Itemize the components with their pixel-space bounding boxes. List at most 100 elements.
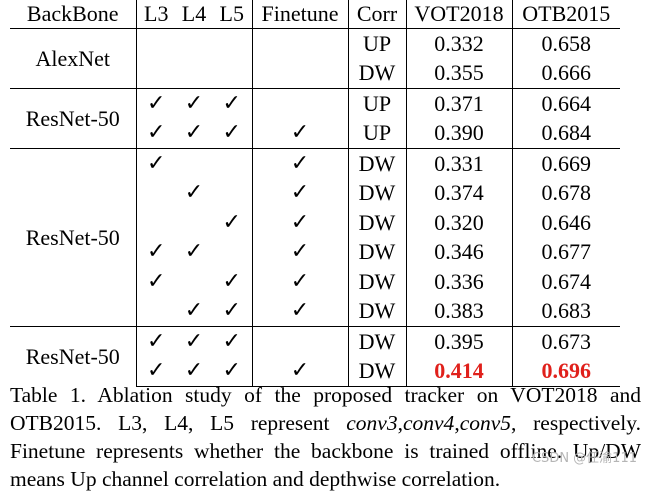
l5-check-cell	[212, 28, 253, 59]
l3-check-cell: ✓	[136, 88, 176, 119]
caption-sep-2: ,	[454, 411, 460, 435]
otb2015-cell: 0.646	[541, 209, 592, 235]
l3-check-cell	[136, 297, 176, 327]
vot2018-cell: 0.346	[406, 237, 513, 267]
l5-check-cell: ✓	[212, 88, 253, 119]
vot2018-cell: 0.331	[406, 148, 513, 179]
caption-text-1: Table 1. Ablation study of the proposed …	[10, 383, 641, 435]
corr-cell: DW	[348, 267, 407, 297]
otb2015-cell: 0.678	[541, 180, 592, 206]
corr-cell: UP	[348, 28, 407, 59]
vot2018-cell: 0.390	[406, 118, 513, 149]
table-header: BackBone L3 L4 L5 Finetune Corr VOT2018 …	[10, 0, 620, 29]
l3-check-cell: ✓	[136, 148, 176, 179]
corr-cell: DW	[348, 356, 407, 387]
otb2015-cell: 0.673	[512, 326, 620, 357]
vot2018-cell: 0.383	[406, 296, 513, 327]
corr-cell: DW	[348, 148, 407, 179]
header-l4: L4	[176, 0, 212, 29]
otb2015-cell: 0.666	[541, 60, 592, 86]
l5-check-cell: ✓	[212, 118, 253, 149]
otb2015-cell: 0.664	[512, 88, 620, 119]
finetune-check-cell: ✓	[252, 178, 349, 208]
l4-check-cell	[176, 267, 212, 297]
l3-check-cell	[136, 28, 176, 59]
header-l5: L5	[212, 0, 253, 29]
l3-check-cell: ✓	[136, 356, 176, 387]
table-row: ResNet-50 ✓ ✓ ✓ DW 0.395 0.673	[10, 326, 620, 387]
table-group: ResNet-50 ✓ ✓ DW 0.331 0.669 ✓ ✓ DW 0.374 0.678 ✓ ✓ D…	[10, 148, 620, 327]
l4-check-cell: ✓	[184, 298, 204, 324]
vot2018-cell: 0.374	[406, 178, 513, 208]
vot2018-cell: 0.320	[406, 208, 513, 238]
corr-cell: DW	[348, 178, 407, 208]
finetune-check-cell	[252, 58, 349, 89]
table-group: ResNet-50 ✓ ✓ ✓ UP 0.371 0.664 ✓ ✓ ✓ ✓ UP 0.390 0.684	[10, 88, 620, 149]
l5-check-cell: ✓	[212, 267, 253, 297]
table-row: AlexNet UP 0.332 0.658	[10, 28, 620, 89]
otb2015-cell: 0.696	[512, 356, 620, 387]
header-vot2018: VOT2018	[406, 0, 513, 29]
table-row: ✓ ✓ DW 0.374 0.678	[10, 178, 620, 208]
otb2015-cell: 0.658	[512, 28, 620, 59]
corr-cell: DW	[348, 296, 407, 327]
l4-check-cell: ✓	[184, 180, 204, 206]
table-row: ✓ ✓ ✓ DW 0.336 0.674	[10, 267, 620, 297]
l5-check-cell: ✓	[212, 356, 253, 387]
l4-check-cell: ✓	[184, 239, 204, 265]
corr-cell: DW	[348, 326, 407, 357]
corr-cell: DW	[348, 208, 407, 238]
l3-check-cell: ✓	[136, 326, 176, 357]
l5-check-cell	[212, 148, 253, 179]
corr-cell: DW	[348, 237, 407, 267]
backbone-cell: ResNet-50	[10, 88, 137, 149]
table-group: AlexNet UP 0.332 0.658 DW 0.355 0.666	[10, 28, 620, 89]
l4-check-cell	[176, 148, 212, 179]
vot2018-cell: 0.414	[406, 356, 513, 387]
l4-check-cell: ✓	[176, 88, 212, 119]
table-caption: Table 1. Ablation study of the proposed …	[10, 381, 641, 493]
header-backbone: BackBone	[10, 0, 137, 29]
l3-check-cell: ✓	[147, 239, 166, 265]
finetune-check-cell: ✓	[252, 267, 349, 297]
header-finetune: Finetune	[252, 0, 349, 29]
caption-conv3: conv3	[346, 411, 398, 435]
l4-check-cell	[176, 28, 212, 59]
l5-check-cell	[212, 178, 253, 208]
l5-check-cell: ✓	[212, 296, 253, 327]
finetune-check-cell: ✓	[252, 148, 349, 179]
table-row: ✓ ✓ DW 0.320 0.646	[10, 208, 620, 238]
table-row: ✓ ✓ ✓ ✓ UP 0.390 0.684	[10, 118, 620, 149]
l5-check-cell: ✓	[212, 208, 253, 238]
l3-check-cell	[136, 208, 176, 238]
l5-check-cell: ✓	[212, 326, 253, 357]
otb2015-cell: 0.674	[541, 268, 592, 294]
header-corr: Corr	[348, 0, 407, 29]
header-row: BackBone L3 L4 L5 Finetune Corr VOT2018 …	[10, 0, 620, 29]
backbone-cell: AlexNet	[10, 28, 137, 89]
backbone-cell: ResNet-50	[10, 148, 137, 327]
vot2018-cell: 0.336	[406, 267, 513, 297]
corr-cell: DW	[348, 58, 407, 89]
corr-cell: UP	[348, 118, 407, 149]
backbone-cell: ResNet-50	[10, 326, 137, 387]
table-group: ResNet-50 ✓ ✓ ✓ DW 0.395 0.673 ✓ ✓ ✓ ✓ DW 0.414 0.696	[10, 326, 620, 387]
finetune-check-cell	[252, 326, 349, 357]
l4-check-cell: ✓	[176, 356, 212, 387]
l4-check-cell	[176, 59, 212, 89]
otb2015-cell: 0.669	[512, 148, 620, 179]
caption-sep-1: ,	[397, 411, 403, 435]
table-row: DW 0.355 0.666	[10, 58, 620, 89]
watermark: CSDN @任渝111	[531, 451, 637, 466]
vot2018-cell: 0.332	[406, 28, 513, 59]
finetune-check-cell: ✓	[252, 356, 349, 387]
corr-cell: UP	[348, 88, 407, 119]
finetune-check-cell: ✓	[252, 296, 349, 327]
l3-check-cell: ✓	[147, 120, 166, 146]
finetune-check-cell	[252, 88, 349, 119]
table-row: ✓ ✓ ✓ DW 0.346 0.677	[10, 237, 620, 267]
caption-text-2: , respectively. Finetune represents whet…	[10, 411, 641, 491]
l4-check-cell: ✓	[184, 120, 204, 146]
otb2015-cell: 0.684	[541, 120, 592, 146]
table-row: ResNet-50 ✓ ✓ DW 0.331 0.669	[10, 148, 620, 327]
